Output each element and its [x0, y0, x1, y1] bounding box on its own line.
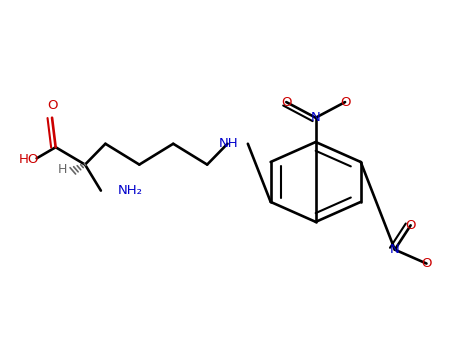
Text: H: H [58, 163, 67, 176]
Text: NH₂: NH₂ [118, 184, 143, 197]
Text: O: O [405, 219, 416, 232]
Text: N: N [311, 111, 321, 124]
Text: O: O [281, 96, 292, 108]
Text: N: N [390, 243, 399, 256]
Text: O: O [340, 96, 350, 108]
Text: HO: HO [18, 153, 39, 166]
Text: NH: NH [219, 137, 239, 150]
Text: O: O [421, 257, 432, 270]
Text: O: O [47, 99, 57, 112]
